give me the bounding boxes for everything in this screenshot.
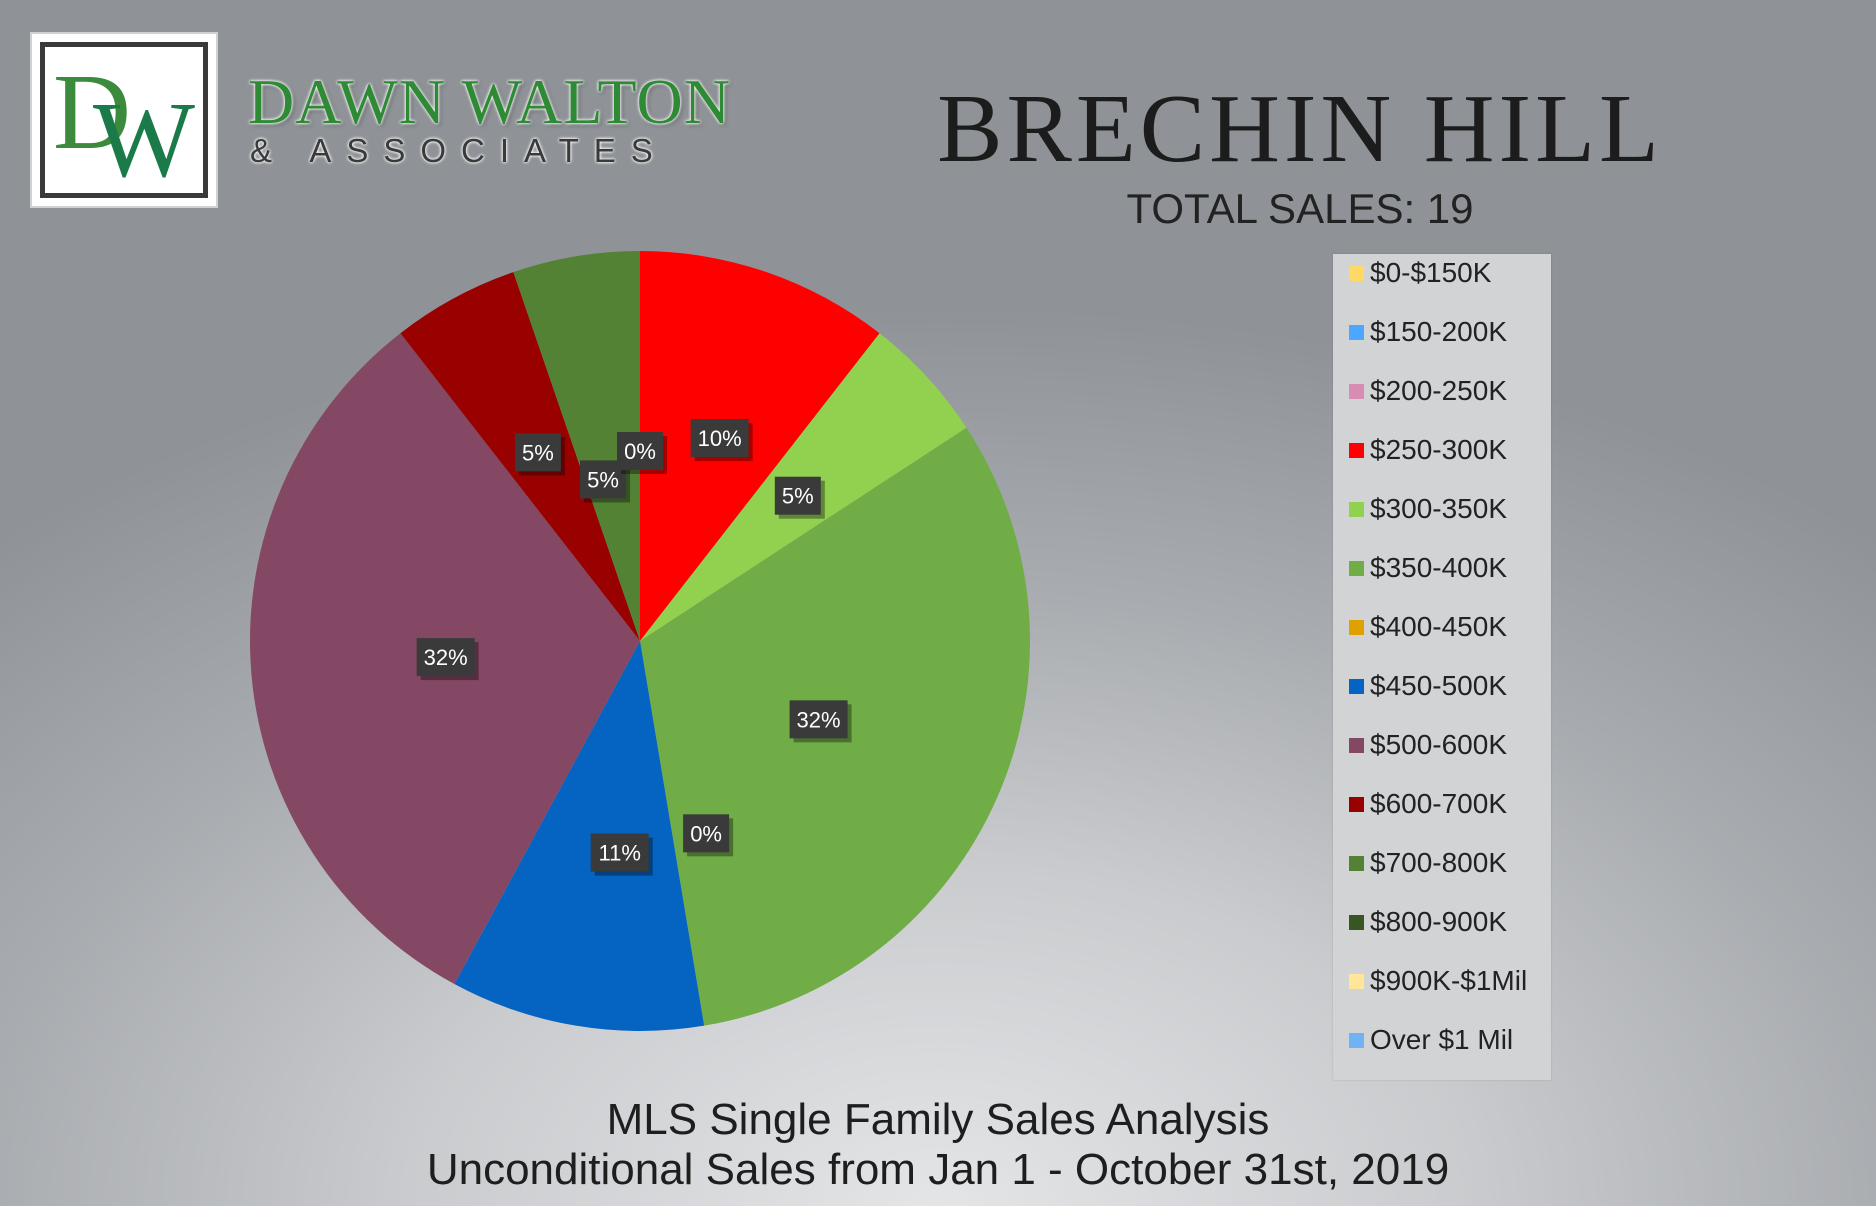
legend-swatch [1349, 560, 1364, 576]
legend-label: $900K-$1Mil [1370, 965, 1528, 996]
legend-label: $450-500K [1370, 670, 1508, 701]
legend-swatch [1349, 737, 1364, 753]
svg-text:32%: 32% [424, 645, 468, 670]
legend-label: Over $1 Mil [1370, 1024, 1514, 1055]
legend-swatch [1349, 442, 1364, 458]
legend-swatch [1349, 855, 1364, 871]
svg-text:10%: 10% [698, 426, 742, 451]
legend-item-0-150k: $0-$150K [1349, 253, 1491, 293]
legend-swatch [1349, 324, 1364, 340]
legend-item-800-900k: $800-900K [1349, 902, 1507, 942]
chart-legend: $0-$150K $150-200K $200-250K $250-300K $300-… [1333, 254, 1551, 1080]
svg-text:5%: 5% [587, 467, 619, 492]
legend-item-900k-1mil: $900K-$1Mil [1349, 961, 1527, 1001]
legend-label: $150-200K [1370, 316, 1508, 347]
data-label-600-700k: 5% [514, 433, 565, 476]
legend-item-300-350k: $300-350K [1349, 489, 1507, 529]
legend-label: $350-400K [1370, 552, 1508, 583]
svg-text:5%: 5% [522, 440, 554, 465]
data-label-400-450k: 0% [683, 814, 734, 857]
legend-label: $800-900K [1370, 906, 1508, 937]
legend-item-250-300k: $250-300K [1349, 430, 1507, 470]
legend-item-450-500k: $450-500K [1349, 666, 1507, 706]
pie-slices [249, 251, 1030, 1031]
legend-item-over-1-mil: Over $1 Mil [1349, 1020, 1513, 1060]
data-label-250-300k: 10% [690, 419, 753, 462]
legend-label: $0-$150K [1370, 257, 1492, 288]
legend-item-700-800k: $700-800K [1349, 843, 1507, 883]
pie-data-labels: 10%5%32%0%11%32%5%5%0% [416, 419, 852, 876]
data-label-700-800k: 5% [580, 460, 631, 503]
chart-caption: MLS Single Family Sales Analysis Uncondi… [0, 1095, 1876, 1195]
svg-text:5%: 5% [782, 484, 814, 509]
brand-subtitle: & ASSOCIATES [250, 132, 668, 169]
svg-text:11%: 11% [598, 841, 640, 866]
total-sales: TOTAL SALES: 19 [1126, 185, 1474, 232]
svg-text:0%: 0% [624, 439, 656, 464]
legend-swatch [1349, 973, 1364, 989]
legend-item-350-400k: $350-400K [1349, 548, 1507, 588]
caption-line-1: MLS Single Family Sales Analysis [606, 1095, 1270, 1144]
data-label-450-500k: 11% [590, 833, 653, 876]
svg-text:0%: 0% [690, 821, 722, 846]
logo-frame: D W [40, 42, 208, 198]
pie-slice-250-300k [640, 251, 880, 641]
legend-label: $300-350K [1370, 493, 1508, 524]
legend-swatch [1349, 383, 1364, 399]
legend-label: $200-250K [1370, 375, 1508, 406]
svg-text:32%: 32% [797, 707, 841, 732]
caption-line-2: Unconditional Sales from Jan 1 - October… [426, 1145, 1450, 1194]
legend-swatch [1349, 501, 1364, 517]
data-label-350-400k: 32% [789, 700, 852, 743]
data-label-500-600k: 32% [416, 638, 479, 681]
legend-item-400-450k: $400-450K [1349, 607, 1507, 647]
legend-swatch [1349, 796, 1364, 812]
legend-swatch [1349, 1032, 1364, 1048]
legend-label: $250-300K [1370, 434, 1508, 465]
legend-swatch [1349, 619, 1364, 635]
data-label-800-900k: 0% [617, 432, 667, 474]
legend-item-500-600k: $500-600K [1349, 725, 1507, 765]
legend-label: $500-600K [1370, 729, 1508, 760]
brand-name: DAWN WALTON [248, 66, 731, 137]
pie-slice-450-500k [454, 641, 705, 1031]
page-title: BRECHIN HILL [937, 75, 1663, 183]
legend-label: $600-700K [1370, 788, 1508, 819]
logo-monogram: D W [30, 32, 218, 208]
legend-item-600-700k: $600-700K [1349, 784, 1507, 824]
logo-letter-d: D [53, 53, 131, 172]
logo-letter-w: W [93, 81, 195, 198]
legend-swatch [1349, 265, 1364, 281]
legend-label: $400-450K [1370, 611, 1508, 642]
legend-item-200-250k: $200-250K [1349, 371, 1507, 411]
legend-swatch [1349, 914, 1364, 930]
data-label-300-350k: 5% [774, 476, 825, 519]
pie-slice-700-800k [513, 251, 640, 641]
legend-swatch [1349, 678, 1364, 694]
legend-item-150-200k: $150-200K [1349, 312, 1507, 352]
legend-label: $700-800K [1370, 847, 1508, 878]
